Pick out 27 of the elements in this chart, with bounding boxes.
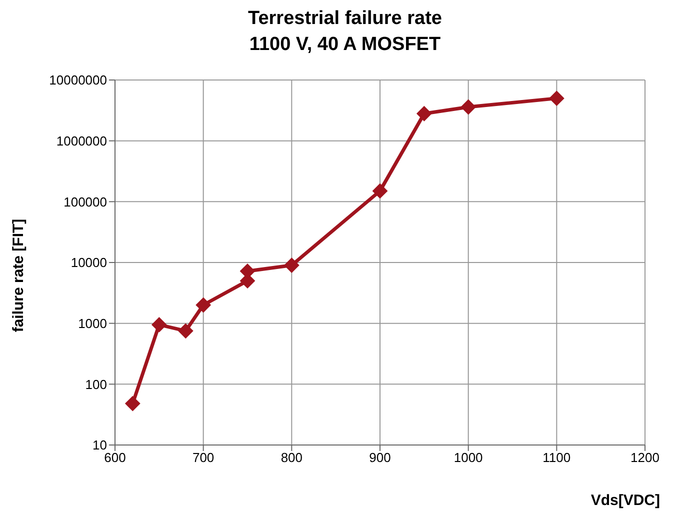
y-tick-label: 1000000 xyxy=(56,133,107,148)
point xyxy=(178,323,194,338)
x-tick-label: 1100 xyxy=(542,450,571,466)
point xyxy=(460,99,476,114)
x-tick-label: 700 xyxy=(192,450,214,466)
point xyxy=(549,90,564,106)
y-tick-label: 10000000 xyxy=(49,72,107,88)
y-tick-label: 1000 xyxy=(78,316,107,331)
y-tick-label: 100 xyxy=(85,376,107,392)
point xyxy=(372,183,388,198)
point xyxy=(284,258,300,273)
point xyxy=(416,106,432,122)
x-tick-label: 1200 xyxy=(630,450,660,466)
x-axis-title: Vds[VDC] xyxy=(590,492,660,509)
y-tick-label: 10 xyxy=(92,438,107,453)
x-tick-label: 900 xyxy=(369,450,391,466)
point xyxy=(152,317,167,332)
y-axis-title: failure rate [FIT] xyxy=(10,218,28,332)
x-tick-label: 800 xyxy=(280,450,303,466)
chart-title: Terrestrial failure rate xyxy=(247,7,443,31)
point xyxy=(125,396,140,412)
x-tick-label: 600 xyxy=(104,450,126,466)
x-tick-label: 1000 xyxy=(454,450,483,466)
y-tick-label: 100000 xyxy=(64,194,107,210)
point xyxy=(196,298,211,313)
y-tick-label: 10000 xyxy=(70,255,107,270)
chart-subtitle: 1100 V, 40 A MOSFET xyxy=(248,33,442,57)
